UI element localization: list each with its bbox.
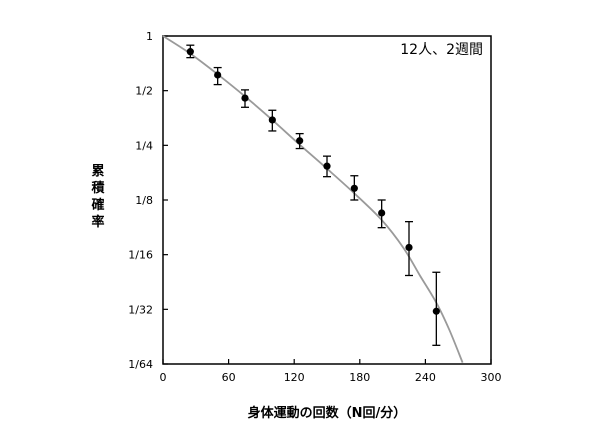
data-point — [186, 48, 194, 56]
data-point — [268, 116, 276, 124]
y-axis-label-char: 累 — [91, 163, 104, 179]
error-bars — [186, 44, 441, 346]
y-tick-label: 1 — [146, 30, 153, 43]
x-tick-label: 120 — [284, 371, 305, 384]
y-tick-label: 1/8 — [135, 194, 153, 207]
x-tick-label: 60 — [222, 371, 236, 384]
x-axis-label: 身体運動の回数（N回/分） — [248, 405, 407, 421]
annotation-label: 12人、2週間 — [400, 42, 483, 58]
data-point — [350, 184, 358, 192]
y-tick-label: 1/4 — [135, 139, 153, 152]
y-tick-label: 1/32 — [128, 303, 153, 316]
axis-ticks: 0 60 120 180 240 300 1 1/2 1/4 1/8 1/16 1/32 1/64 — [128, 30, 501, 384]
y-axis-label-char: 率 — [91, 214, 104, 230]
x-tick-label: 0 — [160, 371, 167, 384]
y-tick-label: 1/16 — [128, 249, 153, 262]
data-point — [296, 137, 304, 145]
data-point — [432, 307, 440, 315]
fit-curve-group — [162, 35, 464, 363]
x-tick-label: 180 — [349, 371, 370, 384]
data-point — [323, 162, 331, 170]
x-tick-label: 240 — [415, 371, 436, 384]
data-point — [378, 209, 386, 217]
y-axis-label-char: 積 — [90, 180, 105, 196]
data-point — [405, 243, 413, 252]
fit-curve — [162, 35, 464, 363]
y-tick-label: 1/64 — [128, 358, 153, 371]
y-axis-label: 累積確率 — [90, 163, 105, 230]
y-tick-label: 1/2 — [135, 85, 153, 98]
y-axis-label-char: 確 — [91, 197, 104, 213]
data-point — [214, 71, 222, 79]
data-point — [241, 94, 249, 102]
x-tick-label: 300 — [481, 371, 502, 384]
data-points — [186, 48, 440, 315]
